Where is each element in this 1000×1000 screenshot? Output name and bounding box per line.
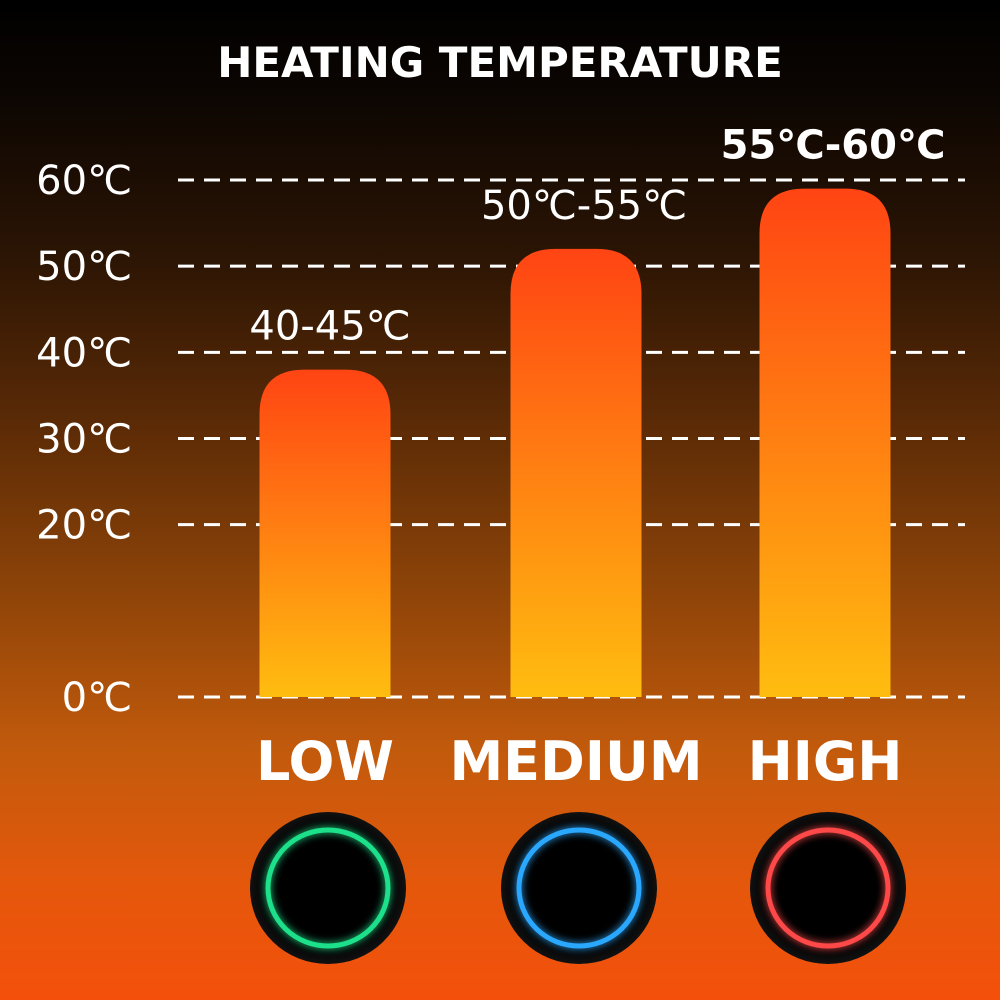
bar-medium <box>510 248 642 697</box>
indicator-body <box>501 812 657 964</box>
y-tick-label: 20℃ <box>36 503 132 549</box>
bar-high <box>759 188 891 697</box>
y-tick-label: 40℃ <box>36 330 132 376</box>
chart-title: HEATING TEMPERATURE <box>217 38 783 87</box>
bar-low <box>259 369 391 697</box>
data-label: 40-45℃ <box>249 304 410 350</box>
y-tick-label: 50℃ <box>36 244 132 290</box>
category-label: MEDIUM <box>449 730 702 793</box>
indicator-body <box>750 812 906 964</box>
indicator-ring-high-icon <box>750 812 906 964</box>
data-label: 55℃-60℃ <box>721 123 946 169</box>
category-label: LOW <box>256 730 394 793</box>
indicator-ring <box>265 827 391 949</box>
indicator-ring <box>765 827 891 949</box>
y-tick-label: 30℃ <box>36 417 132 463</box>
indicator-ring <box>516 827 642 949</box>
indicator-ring-medium-icon <box>501 812 657 964</box>
y-tick-label: 60℃ <box>36 158 132 204</box>
category-label: HIGH <box>748 730 903 793</box>
indicator-body <box>250 812 406 964</box>
y-tick-label: 0℃ <box>62 675 132 721</box>
indicator-ring-low-icon <box>250 812 406 964</box>
data-label: 50℃-55℃ <box>481 183 687 229</box>
